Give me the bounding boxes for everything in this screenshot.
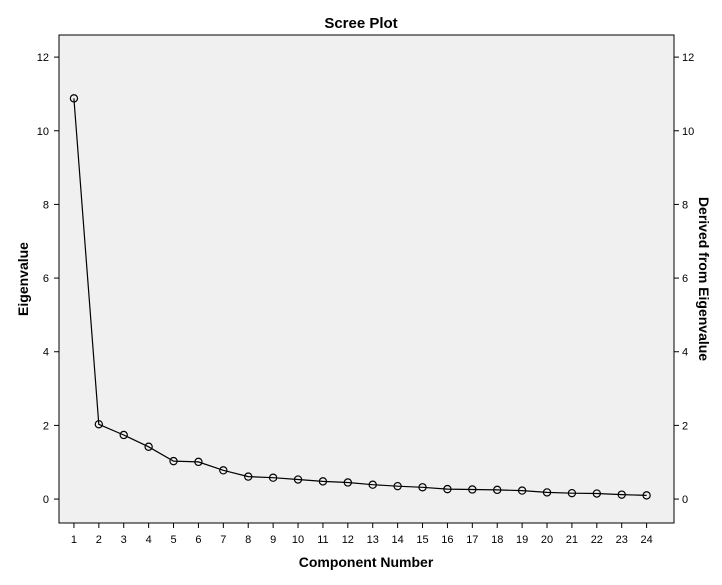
data-point bbox=[94, 420, 104, 429]
y2-tick-label: 6 bbox=[682, 273, 688, 285]
x-tick-label: 3 bbox=[121, 534, 127, 546]
data-point bbox=[368, 480, 377, 489]
x-tick-label: 2 bbox=[96, 534, 102, 546]
data-point bbox=[244, 472, 253, 481]
data-point bbox=[642, 491, 651, 500]
data-point bbox=[517, 486, 527, 495]
y-tick-label: 0 bbox=[43, 494, 49, 506]
x-tick-label: 13 bbox=[367, 534, 379, 546]
data-point bbox=[343, 478, 353, 487]
y2-tick-label: 10 bbox=[682, 126, 694, 138]
y-tick-label: 8 bbox=[43, 199, 49, 211]
x-tick-label: 14 bbox=[391, 534, 403, 546]
y2-axis-ticks: 0 2 4 6 8 10 12 bbox=[674, 52, 694, 506]
x-tick-label: 19 bbox=[516, 534, 528, 546]
data-point bbox=[542, 488, 552, 497]
x-axis-ticks: 1 2 3 4 5 6 7 8 9 10 11 12 13 14 15 16 17 18 19 20 21 22 23 24 bbox=[71, 523, 653, 546]
x-tick-label: 17 bbox=[466, 534, 478, 546]
x-axis-title: Component Number bbox=[299, 554, 434, 570]
y-tick-label: 10 bbox=[37, 126, 49, 138]
x-tick-label: 10 bbox=[292, 534, 304, 546]
x-tick-label: 20 bbox=[541, 534, 553, 546]
x-tick-label: 8 bbox=[245, 534, 251, 546]
x-tick-label: 9 bbox=[270, 534, 276, 546]
chart-title: Scree Plot bbox=[324, 15, 397, 32]
y2-axis-title: Derived from Eigenvalue bbox=[696, 197, 712, 361]
y-axis-ticks: 0 2 4 6 8 10 12 bbox=[37, 52, 59, 506]
y-tick-label: 2 bbox=[43, 420, 49, 432]
x-tick-label: 11 bbox=[317, 534, 328, 546]
data-point bbox=[418, 483, 427, 492]
x-tick-label: 23 bbox=[616, 534, 628, 546]
data-point bbox=[219, 466, 228, 475]
x-tick-label: 22 bbox=[591, 534, 603, 546]
data-point bbox=[443, 484, 452, 494]
data-point bbox=[493, 485, 502, 495]
data-point bbox=[393, 481, 402, 491]
data-point bbox=[169, 456, 178, 466]
x-tick-label: 7 bbox=[220, 534, 226, 546]
x-tick-label: 4 bbox=[146, 534, 152, 546]
x-tick-label: 24 bbox=[640, 534, 652, 546]
y-tick-label: 12 bbox=[37, 52, 49, 64]
y2-tick-label: 0 bbox=[682, 494, 688, 506]
x-tick-label: 21 bbox=[566, 534, 578, 546]
y2-tick-label: 4 bbox=[682, 347, 688, 359]
series-group bbox=[69, 94, 651, 500]
y-axis-title: Eigenvalue bbox=[15, 242, 31, 316]
data-point bbox=[318, 477, 328, 486]
y-tick-label: 6 bbox=[43, 273, 49, 285]
data-point bbox=[617, 490, 626, 499]
y2-tick-label: 12 bbox=[682, 52, 694, 64]
y-tick-label: 4 bbox=[43, 347, 49, 359]
data-point bbox=[69, 94, 79, 103]
x-tick-label: 16 bbox=[441, 534, 453, 546]
x-tick-label: 15 bbox=[416, 534, 428, 546]
x-tick-label: 6 bbox=[195, 534, 201, 546]
y2-tick-label: 2 bbox=[682, 420, 688, 432]
data-point bbox=[268, 473, 278, 482]
x-tick-label: 5 bbox=[170, 534, 176, 546]
x-tick-label: 1 bbox=[71, 534, 77, 546]
y2-tick-label: 8 bbox=[682, 199, 688, 211]
data-point bbox=[567, 488, 577, 498]
plot-area bbox=[58, 34, 675, 524]
data-point bbox=[119, 430, 128, 440]
data-point bbox=[194, 457, 203, 467]
x-tick-label: 18 bbox=[491, 534, 503, 546]
data-point bbox=[592, 489, 602, 498]
data-point bbox=[144, 442, 153, 451]
data-point bbox=[293, 475, 303, 484]
x-tick-label: 12 bbox=[342, 534, 354, 546]
data-point bbox=[468, 485, 477, 494]
